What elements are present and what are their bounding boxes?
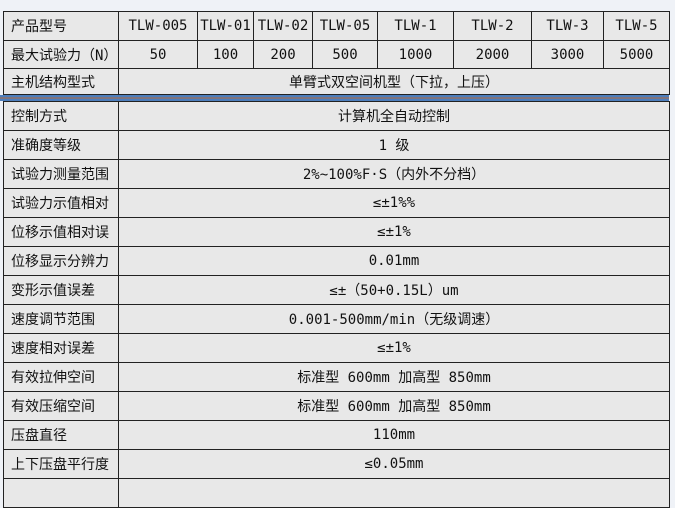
max-force-cell: 500 bbox=[312, 40, 378, 69]
spec-value-cell: 2%~100%F·S（内外不分档） bbox=[118, 159, 670, 189]
spec-value-cell: 1 级 bbox=[118, 130, 670, 160]
spec-value-cell bbox=[118, 478, 670, 508]
table-row: 主机结构型式 单臂式双空间机型（下拉，上压） bbox=[3, 68, 670, 95]
spec-label-cell bbox=[3, 478, 119, 508]
spec-label-cell: 试验力测量范围 bbox=[3, 159, 119, 189]
structure-value-cell: 单臂式双空间机型（下拉，上压） bbox=[118, 68, 670, 95]
spec-label-cell: 准确度等级 bbox=[3, 130, 119, 160]
table-row-partial bbox=[3, 478, 670, 508]
spec-label-cell: 压盘直径 bbox=[3, 420, 119, 450]
table-row: 位移示值相对误 ≤±1% bbox=[3, 217, 670, 247]
max-force-cell: 200 bbox=[253, 40, 313, 69]
spec-label-cell: 有效压缩空间 bbox=[3, 391, 119, 421]
spec-label-cell: 有效拉伸空间 bbox=[3, 362, 119, 392]
spec-label-cell: 上下压盘平行度 bbox=[3, 449, 119, 479]
spec-value-cell: 110mm bbox=[118, 420, 670, 450]
structure-row-label: 主机结构型式 bbox=[3, 68, 119, 95]
max-force-cell: 100 bbox=[197, 40, 254, 69]
table-row: 最大试验力（N） 50 100 200 500 1000 2000 3000 5… bbox=[3, 40, 670, 69]
table-row: 上下压盘平行度 ≤0.05mm bbox=[3, 449, 670, 479]
spec-label-cell: 试验力示值相对 bbox=[3, 188, 119, 218]
model-header-cell: TLW-2 bbox=[453, 11, 532, 41]
model-header-cell: TLW-1 bbox=[377, 11, 454, 41]
max-force-cell: 1000 bbox=[377, 40, 454, 69]
max-force-cell: 2000 bbox=[453, 40, 532, 69]
spec-value-cell: 标准型 600mm 加高型 850mm bbox=[118, 391, 670, 421]
model-header-cell: TLW-01 bbox=[197, 11, 254, 41]
table-row: 试验力测量范围 2%~100%F·S（内外不分档） bbox=[3, 159, 670, 189]
spec-value-cell: ≤±1% bbox=[118, 217, 670, 247]
spec-label-cell: 位移示值相对误 bbox=[3, 217, 119, 247]
model-header-cell: TLW-02 bbox=[253, 11, 313, 41]
model-header-cell: TLW-5 bbox=[603, 11, 670, 41]
table-row: 有效压缩空间 标准型 600mm 加高型 850mm bbox=[3, 391, 670, 421]
table-row: 变形示值误差 ≤±（50+0.15L）um bbox=[3, 275, 670, 305]
spec-label-cell: 变形示值误差 bbox=[3, 275, 119, 305]
spec-value-cell: ≤±（50+0.15L）um bbox=[118, 275, 670, 305]
table-row: 速度调节范围 0.001-500mm/min（无级调速） bbox=[3, 304, 670, 334]
max-force-row-label: 最大试验力（N） bbox=[3, 40, 119, 69]
spec-detail-table: 控制方式 计算机全自动控制 准确度等级 1 级 试验力测量范围 2%~100%F… bbox=[3, 101, 670, 508]
max-force-cell: 50 bbox=[118, 40, 198, 69]
table-row: 试验力示值相对 ≤±1%% bbox=[3, 188, 670, 218]
table-row: 位移显示分辨力 0.01mm bbox=[3, 246, 670, 276]
spec-label-cell: 速度调节范围 bbox=[3, 304, 119, 334]
spec-label-cell: 位移显示分辨力 bbox=[3, 246, 119, 276]
spec-label-cell: 速度相对误差 bbox=[3, 333, 119, 363]
table-row: 产品型号 TLW-005 TLW-01 TLW-02 TLW-05 TLW-1 … bbox=[3, 11, 670, 41]
model-header-cell: TLW-3 bbox=[531, 11, 604, 41]
page: { "colors": { "page_bg": "#eff2f7", "cel… bbox=[0, 11, 670, 508]
spec-value-cell: 计算机全自动控制 bbox=[118, 101, 670, 131]
table-row: 有效拉伸空间 标准型 600mm 加高型 850mm bbox=[3, 362, 670, 392]
blue-divider bbox=[0, 95, 669, 101]
max-force-cell: 3000 bbox=[531, 40, 604, 69]
spec-value-cell: ≤±1%% bbox=[118, 188, 670, 218]
table-row: 准确度等级 1 级 bbox=[3, 130, 670, 160]
max-force-cell: 5000 bbox=[603, 40, 670, 69]
table-row: 控制方式 计算机全自动控制 bbox=[3, 101, 670, 131]
spec-value-cell: ≤0.05mm bbox=[118, 449, 670, 479]
spec-value-cell: 标准型 600mm 加高型 850mm bbox=[118, 362, 670, 392]
table-row: 压盘直径 110mm bbox=[3, 420, 670, 450]
table-row: 速度相对误差 ≤±1% bbox=[3, 333, 670, 363]
model-row-label: 产品型号 bbox=[3, 11, 119, 41]
spec-label-cell: 控制方式 bbox=[3, 101, 119, 131]
spec-value-cell: 0.01mm bbox=[118, 246, 670, 276]
model-spec-table: 产品型号 TLW-005 TLW-01 TLW-02 TLW-05 TLW-1 … bbox=[3, 11, 670, 95]
spec-value-cell: 0.001-500mm/min（无级调速） bbox=[118, 304, 670, 334]
model-header-cell: TLW-05 bbox=[312, 11, 378, 41]
spec-value-cell: ≤±1% bbox=[118, 333, 670, 363]
model-header-cell: TLW-005 bbox=[118, 11, 198, 41]
